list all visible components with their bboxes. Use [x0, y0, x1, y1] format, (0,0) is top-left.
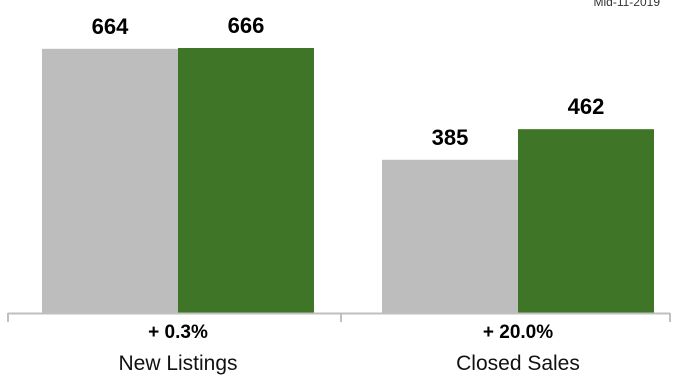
- bar-value-label: 462: [568, 94, 605, 119]
- bar-value-label: 666: [228, 13, 265, 38]
- bars-group: [42, 48, 654, 313]
- category-label: Closed Sales: [456, 352, 580, 375]
- category-label: New Listings: [118, 352, 237, 375]
- bar-1-1: [518, 129, 654, 313]
- corner-note: Mid-11-2019: [594, 0, 661, 9]
- bar-0-1: [178, 48, 314, 313]
- change-label: + 0.3%: [148, 322, 208, 343]
- bar-0-0: [42, 48, 178, 313]
- bar-1-0: [382, 159, 518, 313]
- change-label: + 20.0%: [483, 322, 553, 343]
- x-axis-ticks-group: [7, 313, 671, 322]
- bar-value-label: 664: [92, 14, 129, 39]
- value-labels-group: 664 666 385 462: [92, 13, 605, 150]
- category-labels-group: + 0.3% New Listings + 20.0% Closed Sales: [118, 322, 579, 375]
- bar-value-label: 385: [432, 125, 469, 150]
